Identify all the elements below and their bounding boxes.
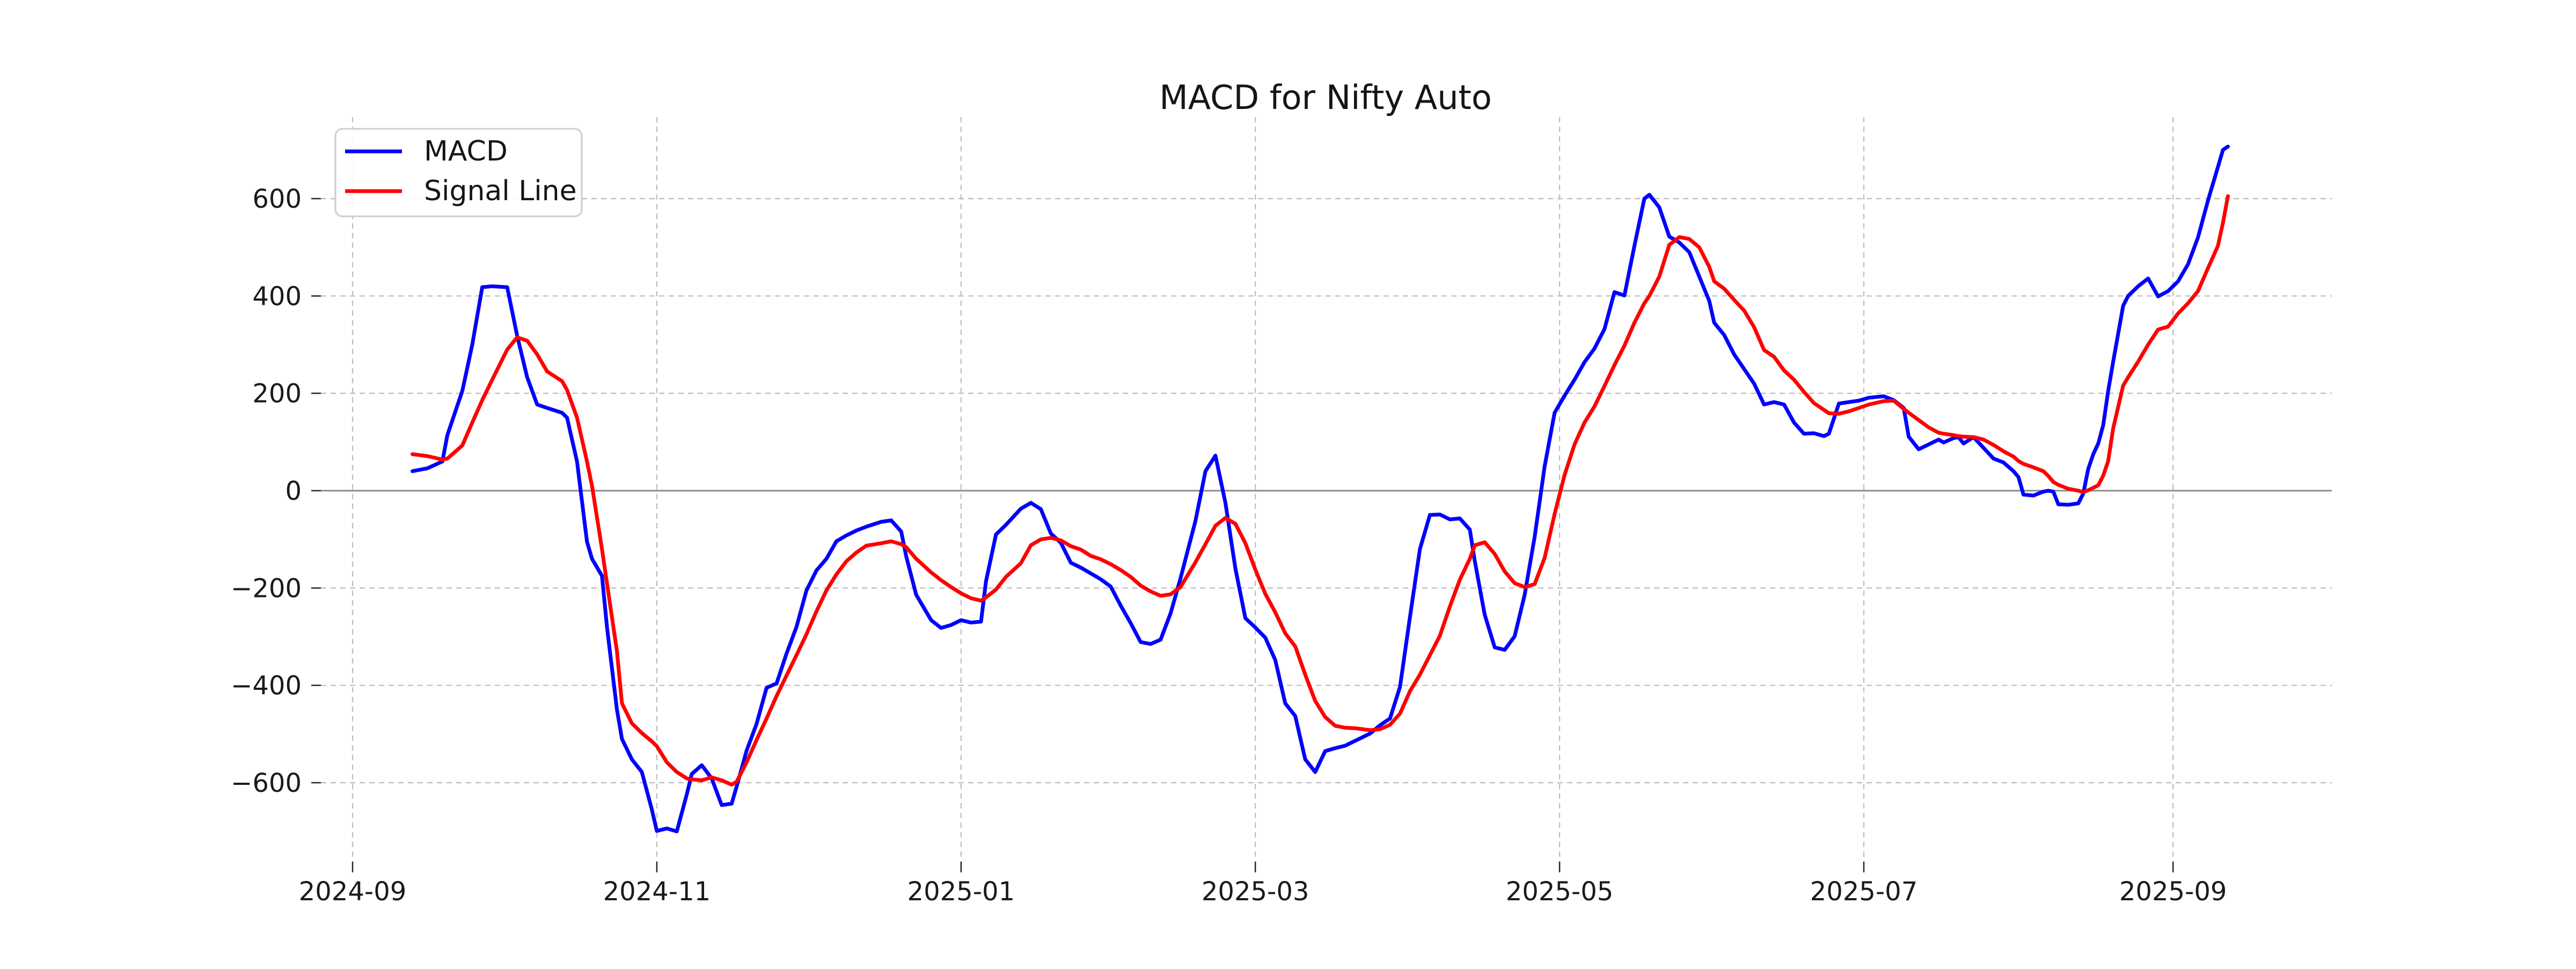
y-tick-label: 400 — [252, 281, 302, 311]
y-tick-label: −600 — [231, 768, 302, 798]
x-axis-tick-labels: 2024-09 2024-11 2025-01 2025-03 2025-05 2025-… — [299, 877, 2227, 907]
y-tick-label: 600 — [252, 184, 302, 214]
axis-tick-marks — [311, 198, 2174, 872]
x-tick-label: 2024-11 — [603, 877, 711, 907]
series-layer — [411, 144, 2230, 834]
grid-layer — [321, 117, 2332, 862]
chart-title: MACD for Nifty Auto — [1159, 78, 1492, 117]
x-tick-label: 2025-07 — [1810, 877, 1918, 907]
x-tick-label: 2024-09 — [299, 877, 407, 907]
signal-line — [411, 194, 2230, 787]
x-tick-label: 2025-03 — [1202, 877, 1309, 907]
x-tick-label: 2025-09 — [2119, 877, 2227, 907]
legend: MACD Signal Line — [334, 128, 583, 217]
y-axis-tick-labels: 600 400 200 0 −200 −400 −600 — [231, 184, 302, 798]
x-tick-label: 2025-05 — [1506, 877, 1614, 907]
y-tick-label: 200 — [252, 379, 302, 409]
legend-macd-label: MACD — [424, 135, 508, 167]
macd-line — [411, 144, 2230, 834]
y-tick-label: 0 — [285, 476, 302, 506]
legend-signal-label: Signal Line — [424, 175, 577, 207]
x-tick-label: 2025-01 — [908, 877, 1015, 907]
y-tick-label: −200 — [231, 573, 302, 603]
y-tick-label: −400 — [231, 671, 302, 701]
